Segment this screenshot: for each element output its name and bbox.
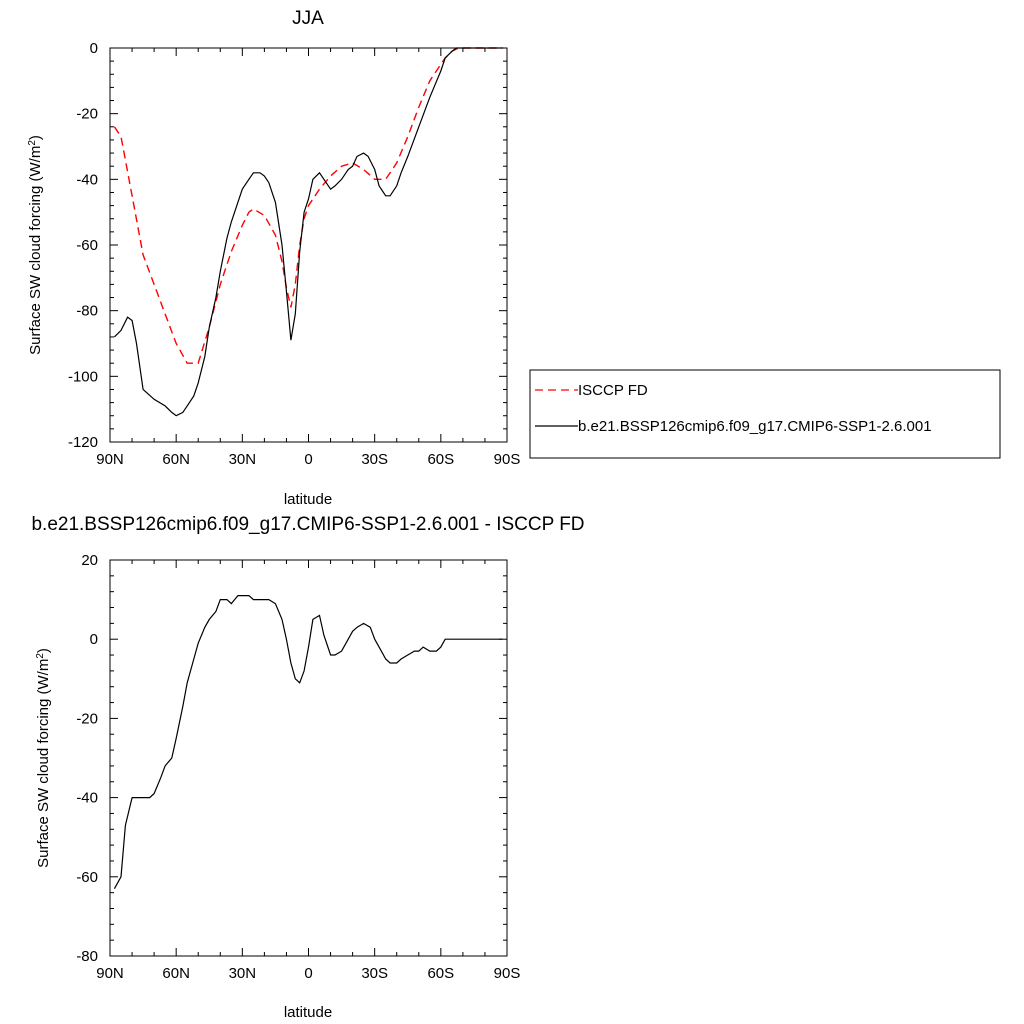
chart1-xtick-label: 60N [162,965,190,982]
chart1-ytick-label: 0 [90,631,98,648]
chart1-series-line-0 [113,594,503,889]
chart1-xtick-label: 0 [304,965,312,982]
bottom-chart-ylabel-main: Surface SW cloud forcing (W/m [35,659,52,868]
legend: ISCCP FD b.e21.BSSP126cmip6.f09_g17.CMIP… [529,369,1001,459]
chart0-ytick-label: -80 [76,303,98,320]
bottom-chart-title: b.e21.BSSP126cmip6.f09_g17.CMIP6-SSP1-2.… [31,514,584,535]
chart0-xtick-label: 60S [427,451,454,468]
chart1-xtick-label: 30S [361,965,388,982]
bottom-chart-ylabel-tail: ) [35,648,52,653]
chart0-ytick-label: -120 [68,434,98,451]
chart1-xtick-label: 30N [229,965,257,982]
legend-box [529,369,1001,459]
chart1-ytick-label: -60 [76,869,98,886]
chart0-xtick-label: 90N [96,451,124,468]
chart0-ytick-label: -60 [76,237,98,254]
chart0-xtick-label: 30N [229,451,257,468]
chart1-xtick-label: 90N [96,965,124,982]
legend-label-model: b.e21.BSSP126cmip6.f09_g17.CMIP6-SSP1-2.… [578,418,932,435]
chart0-ytick-label: -40 [76,171,98,188]
legend-label-isccp: ISCCP FD [578,382,648,399]
bottom-chart-frame [109,559,508,957]
chart0-series-line-1 [113,47,503,417]
chart1-ytick-label: -20 [76,710,98,727]
chart1-xtick-label: 60S [427,965,454,982]
bottom-chart-ylabel-sup: 2 [35,653,46,659]
chart1-ytick-label: 20 [81,552,98,569]
chart0-xtick-label: 0 [304,451,312,468]
top-chart-ylabel-tail: ) [27,135,44,140]
top-chart-ylabel-main: Surface SW cloud forcing (W/m [27,146,44,355]
chart0-ytick-label: -20 [76,106,98,123]
top-chart: JJA 90N 60N 30N 0 30S 60S 90S 0 -20 -40 -60 -80 -100… [27,8,521,508]
top-chart-frame [109,47,508,443]
top-chart-title: JJA [292,8,324,29]
top-chart-xlabel: latitude [284,491,332,508]
bottom-chart: b.e21.BSSP126cmip6.f09_g17.CMIP6-SSP1-2.… [31,514,584,1021]
bottom-chart-ylabel: Surface SW cloud forcing (W/m2) [35,648,53,868]
bottom-chart-xlabel: latitude [284,1004,332,1021]
chart0-series-line-0 [113,47,503,364]
top-chart-ylabel: Surface SW cloud forcing (W/m2) [27,135,45,355]
chart1-ytick-label: -40 [76,790,98,807]
chart0-xtick-label: 60N [162,451,190,468]
chart0-ytick-label: -100 [68,368,98,385]
chart0-xtick-label: 30S [361,451,388,468]
chart1-ytick-label: -80 [76,948,98,965]
chart0-xtick-label: 90S [494,451,521,468]
chart0-ytick-label: 0 [90,40,98,57]
top-chart-ylabel-sup: 2 [27,140,38,146]
chart1-xtick-label: 90S [494,965,521,982]
